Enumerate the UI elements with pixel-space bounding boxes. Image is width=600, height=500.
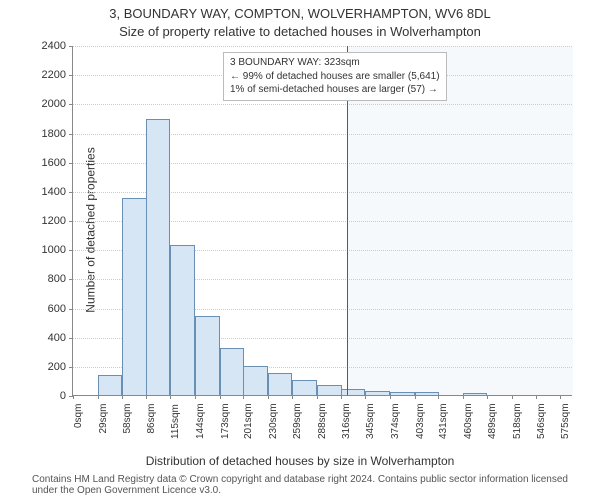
- xtick-label: 431sqm: [438, 403, 449, 439]
- xtick-label: 460sqm: [463, 403, 474, 439]
- xtick-mark: [170, 395, 171, 399]
- xtick-label: 58sqm: [122, 403, 133, 433]
- xtick-mark: [98, 395, 99, 399]
- xtick-label: 316sqm: [341, 403, 352, 439]
- xtick-mark: [560, 395, 561, 399]
- xtick-mark: [365, 395, 366, 399]
- ytick-label: 800: [32, 273, 66, 285]
- ytick-mark: [69, 134, 73, 135]
- xtick-label: 115sqm: [170, 404, 181, 439]
- xtick-label: 144sqm: [195, 403, 206, 439]
- ytick-mark: [69, 104, 73, 105]
- ytick-label: 1800: [32, 128, 66, 140]
- xtick-label: 201sqm: [243, 403, 254, 439]
- histogram-bar: [268, 373, 293, 395]
- xtick-mark: [317, 395, 318, 399]
- xtick-label: 230sqm: [268, 403, 279, 439]
- ytick-mark: [69, 163, 73, 164]
- ytick-label: 1600: [32, 157, 66, 169]
- ytick-label: 200: [32, 361, 66, 373]
- ytick-mark: [69, 338, 73, 339]
- ytick-label: 400: [32, 332, 66, 344]
- xtick-mark: [415, 395, 416, 399]
- histogram-bar: [220, 348, 245, 395]
- xtick-mark: [512, 395, 513, 399]
- xtick-mark: [220, 395, 221, 399]
- x-axis-label: Distribution of detached houses by size …: [0, 454, 600, 468]
- xtick-mark: [195, 395, 196, 399]
- reference-callout: 3 BOUNDARY WAY: 323sqm ← 99% of detached…: [223, 52, 447, 101]
- page-subtitle: Size of property relative to detached ho…: [0, 24, 600, 39]
- xtick-mark: [73, 395, 74, 399]
- xtick-label: 173sqm: [220, 403, 231, 439]
- xtick-label: 374sqm: [390, 403, 401, 439]
- histogram-bar: [146, 119, 171, 395]
- ytick-mark: [69, 309, 73, 310]
- ytick-label: 1400: [32, 186, 66, 198]
- ytick-mark: [69, 75, 73, 76]
- xtick-label: 546sqm: [536, 403, 547, 439]
- ytick-label: 0: [32, 390, 66, 402]
- xtick-label: 403sqm: [415, 403, 426, 439]
- xtick-label: 29sqm: [98, 403, 109, 433]
- histogram-bar: [341, 389, 366, 395]
- histogram-bar: [98, 375, 123, 395]
- chart-plot-area: 3 BOUNDARY WAY: 323sqm ← 99% of detached…: [72, 46, 572, 396]
- xtick-mark: [268, 395, 269, 399]
- ytick-label: 2200: [32, 69, 66, 81]
- histogram-bar: [317, 385, 342, 395]
- xtick-label: 288sqm: [317, 403, 328, 439]
- ytick-mark: [69, 250, 73, 251]
- ytick-label: 600: [32, 303, 66, 315]
- histogram-bar: [292, 380, 317, 395]
- histogram-bar: [170, 245, 195, 395]
- histogram-bar: [243, 366, 268, 395]
- chart-container: 3, BOUNDARY WAY, COMPTON, WOLVERHAMPTON,…: [0, 0, 600, 500]
- xtick-mark: [146, 395, 147, 399]
- callout-line-3: 1% of semi-detached houses are larger (5…: [230, 83, 440, 97]
- ytick-mark: [69, 46, 73, 47]
- xtick-mark: [390, 395, 391, 399]
- ytick-mark: [69, 279, 73, 280]
- histogram-bar: [415, 392, 440, 395]
- histogram-bar: [195, 316, 220, 395]
- ytick-label: 2400: [32, 40, 66, 52]
- ytick-label: 1200: [32, 215, 66, 227]
- xtick-label: 345sqm: [365, 403, 376, 439]
- xtick-label: 259sqm: [292, 403, 303, 439]
- xtick-label: 575sqm: [560, 403, 571, 439]
- grid-line: [73, 104, 572, 105]
- xtick-mark: [243, 395, 244, 399]
- page-title: 3, BOUNDARY WAY, COMPTON, WOLVERHAMPTON,…: [0, 6, 600, 21]
- ytick-label: 1000: [32, 244, 66, 256]
- xtick-label: 489sqm: [487, 403, 498, 439]
- histogram-bar: [122, 198, 147, 395]
- grid-line: [73, 46, 572, 47]
- callout-line-1: 3 BOUNDARY WAY: 323sqm: [230, 56, 440, 70]
- histogram-bar: [463, 393, 488, 395]
- ytick-mark: [69, 221, 73, 222]
- ytick-label: 2000: [32, 98, 66, 110]
- xtick-mark: [341, 395, 342, 399]
- xtick-mark: [487, 395, 488, 399]
- xtick-mark: [463, 395, 464, 399]
- callout-line-2: ← 99% of detached houses are smaller (5,…: [230, 70, 440, 84]
- xtick-mark: [292, 395, 293, 399]
- xtick-mark: [122, 395, 123, 399]
- xtick-mark: [536, 395, 537, 399]
- xtick-label: 86sqm: [146, 403, 157, 433]
- histogram-bar: [365, 391, 390, 395]
- xtick-label: 0sqm: [73, 404, 84, 428]
- histogram-bar: [390, 392, 415, 395]
- credit-text: Contains HM Land Registry data © Crown c…: [32, 474, 590, 496]
- xtick-mark: [438, 395, 439, 399]
- ytick-mark: [69, 192, 73, 193]
- ytick-mark: [69, 367, 73, 368]
- xtick-label: 518sqm: [512, 403, 523, 439]
